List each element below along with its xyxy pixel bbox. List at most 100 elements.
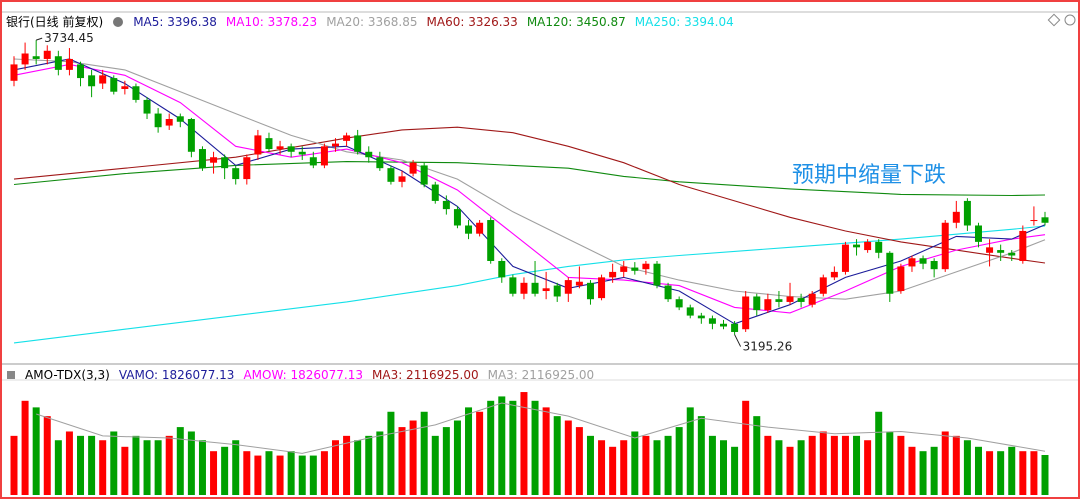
volume-bar <box>176 427 184 495</box>
volume-bar <box>598 440 606 495</box>
annotation-label: 3195.26 <box>743 340 793 354</box>
candle-body <box>243 157 251 180</box>
volume-bar <box>620 440 628 495</box>
legend-entry: MA20: 3368.85 <box>326 14 418 29</box>
candle-body <box>365 151 373 158</box>
volume-bar <box>88 435 96 495</box>
candle-body <box>398 176 406 182</box>
candle-body <box>198 149 206 169</box>
volume-bar <box>65 431 73 495</box>
candle-body <box>586 282 594 300</box>
candle-body <box>65 58 73 70</box>
volume-bar <box>509 400 517 495</box>
volume-bar <box>431 435 439 495</box>
ma-line <box>13 161 1046 197</box>
candle-body <box>875 241 883 253</box>
candle-body <box>54 56 62 70</box>
volume-bar <box>1030 451 1038 495</box>
candle-body <box>210 157 218 163</box>
candle-body <box>609 271 617 278</box>
candle-body <box>830 271 838 278</box>
legend-entry: MA3: 2116925.00 <box>372 368 479 382</box>
ma-line <box>13 126 1046 264</box>
candle-body <box>1008 252 1016 256</box>
candle-body <box>165 119 173 126</box>
volume-bar <box>320 451 328 495</box>
candle-body <box>453 209 461 226</box>
volume-bar <box>753 416 761 495</box>
volume-bar <box>210 451 218 495</box>
volume-bar <box>298 455 306 495</box>
volume-bar <box>875 411 883 495</box>
candle-body <box>110 78 118 92</box>
volume-bar <box>265 451 273 495</box>
volume-bar <box>398 427 406 495</box>
volume-bar <box>43 416 51 495</box>
volume-ma-line <box>36 402 1046 454</box>
candle-body <box>542 288 550 292</box>
candle-body <box>675 299 683 308</box>
volume-bar <box>121 446 129 495</box>
candle-body <box>653 263 661 286</box>
candle-body <box>575 281 583 286</box>
candle-body <box>287 146 295 152</box>
candle-body <box>32 56 40 59</box>
candle-body <box>797 298 805 302</box>
candle-body <box>886 252 894 294</box>
candle-body <box>808 293 816 305</box>
icon[interactable] <box>1064 14 1076 26</box>
volume-bar <box>465 407 473 495</box>
volume-bar <box>897 435 905 495</box>
volume-bar <box>476 411 484 495</box>
icon[interactable] <box>6 370 16 380</box>
volume-bar <box>653 440 661 495</box>
icon[interactable] <box>112 16 124 28</box>
candle-body <box>598 277 606 299</box>
volume-bar <box>487 400 495 495</box>
volume-bar <box>10 435 18 495</box>
candle-body <box>697 315 705 319</box>
candle-body <box>974 225 982 242</box>
candle-body <box>187 119 195 152</box>
volume-bar <box>675 427 683 495</box>
volume-bar <box>997 451 1005 495</box>
candle-body <box>731 323 739 332</box>
candle-body <box>320 146 328 166</box>
candle-body <box>176 116 184 122</box>
candle-body <box>331 143 339 147</box>
candle-body <box>686 307 694 316</box>
candle-body <box>476 222 484 234</box>
legend-entry: MA120: 3450.87 <box>526 14 626 29</box>
volume-bar <box>354 440 362 495</box>
volume-bar <box>21 400 29 495</box>
volume-bar <box>376 431 384 495</box>
candle-body <box>232 168 240 180</box>
candle-body <box>265 138 273 150</box>
volume-bar <box>110 431 118 495</box>
candle-body <box>343 135 351 141</box>
volume-bar <box>686 407 694 495</box>
volume-bar <box>542 407 550 495</box>
volume-bar <box>442 427 450 495</box>
volume-bar <box>631 431 639 495</box>
volume-bar <box>287 451 295 495</box>
candle-body <box>841 244 849 272</box>
candle-body <box>77 64 85 79</box>
volume-bar <box>276 455 284 495</box>
candle-body <box>753 296 761 311</box>
volume-bar <box>143 440 151 495</box>
volume-bar <box>331 440 339 495</box>
candle-body <box>819 277 827 294</box>
volume-bar <box>609 446 617 495</box>
candle-body <box>919 258 927 264</box>
volume-bar <box>575 427 583 495</box>
candle-body <box>620 266 628 272</box>
volume-bar <box>664 435 672 495</box>
volume-bar <box>808 435 816 495</box>
icon[interactable] <box>1047 13 1061 27</box>
candle-body <box>309 157 317 166</box>
volume-bar <box>586 435 594 495</box>
legend-entry: VAMO: 1826077.13 <box>118 368 235 382</box>
candle-body <box>963 200 971 226</box>
